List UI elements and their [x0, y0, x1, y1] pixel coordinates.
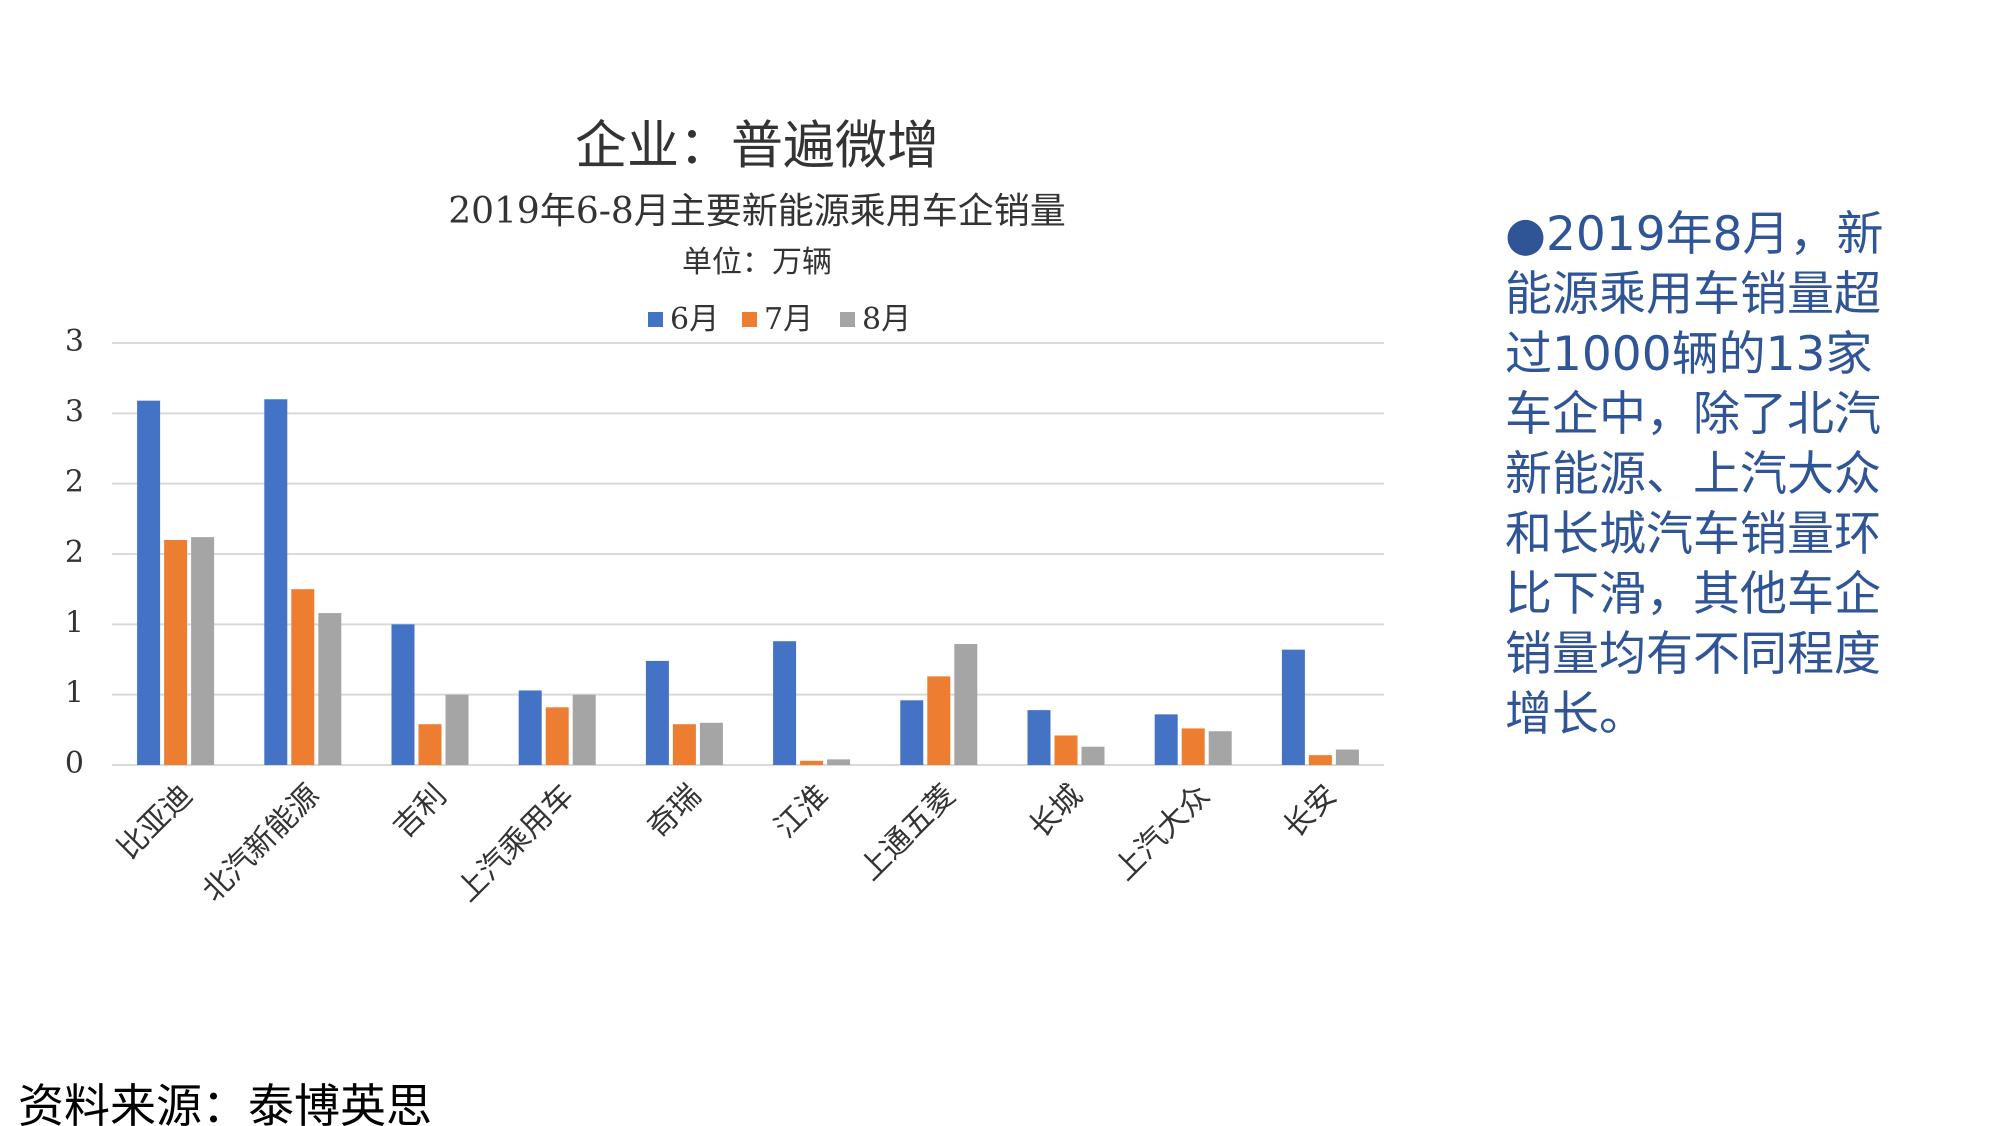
x-tick-label: 吉利	[386, 778, 453, 845]
bar	[545, 707, 569, 765]
bar	[1027, 710, 1051, 765]
chart-subtitle: 2019年6-8月主要新能源乘用车企销量	[448, 191, 1066, 232]
legend-label: 7月	[764, 302, 813, 337]
x-tick-label: 上汽乘用车	[450, 778, 581, 909]
bar	[391, 624, 415, 765]
legend-swatch	[648, 312, 663, 327]
bar	[572, 694, 596, 765]
bar	[191, 537, 215, 765]
x-tick-label: 北汽新能源	[196, 778, 327, 909]
legend-label: 6月	[670, 302, 719, 337]
bar	[927, 676, 951, 765]
bar	[1081, 746, 1105, 765]
bar	[645, 660, 669, 765]
bar	[800, 760, 824, 765]
bar	[318, 613, 342, 765]
bar	[900, 700, 924, 765]
legend-swatch	[840, 312, 855, 327]
source-text: 资料来源：泰博英思	[18, 1079, 432, 1126]
y-tick-label: 2	[65, 535, 84, 570]
bar	[773, 641, 797, 765]
x-tick-label: 江淮	[768, 778, 835, 845]
bar	[518, 690, 542, 765]
x-tick-label: 上汽大众	[1107, 778, 1217, 888]
bar	[445, 694, 469, 765]
bar	[699, 722, 723, 765]
bar	[1335, 749, 1359, 765]
bar	[672, 724, 696, 765]
x-tick-label: 长城	[1022, 778, 1089, 845]
x-tick-label: 上通五菱	[853, 778, 963, 888]
bar	[827, 759, 851, 765]
legend-swatch	[742, 312, 757, 327]
bar	[1281, 649, 1305, 765]
x-tick-label: 比亚迪	[111, 778, 199, 866]
bar	[418, 724, 442, 765]
bar	[954, 644, 978, 765]
x-tick-label: 奇瑞	[641, 778, 708, 845]
chart: 企业：普遍微增 2019年6-8月主要新能源乘用车企销量 单位：万辆 0 1 1 2 2…	[65, 117, 1384, 909]
unit-label: 单位：万辆	[682, 245, 832, 280]
bar	[1208, 731, 1232, 765]
bar	[264, 399, 288, 765]
bar	[1054, 735, 1078, 765]
bar	[164, 539, 188, 765]
y-tick-label: 3	[65, 394, 84, 429]
y-tick-label: 0	[65, 746, 84, 781]
y-tick-label: 2	[65, 465, 84, 500]
x-tick-label: 长安	[1277, 778, 1344, 845]
bar	[1181, 728, 1205, 765]
y-tick-label: 3	[65, 324, 84, 359]
bar	[137, 400, 161, 765]
bar	[1308, 755, 1332, 765]
y-tick-label: 1	[65, 676, 84, 711]
note-text: ●2019年8月，新能源乘用车销量超过1000辆的13家车企中，除了北汽新能源、…	[1505, 207, 1884, 742]
bar	[1154, 714, 1178, 765]
y-tick-label: 1	[65, 605, 84, 640]
legend-label: 8月	[862, 302, 911, 337]
chart-title: 企业：普遍微增	[575, 117, 939, 177]
bar	[291, 589, 315, 765]
